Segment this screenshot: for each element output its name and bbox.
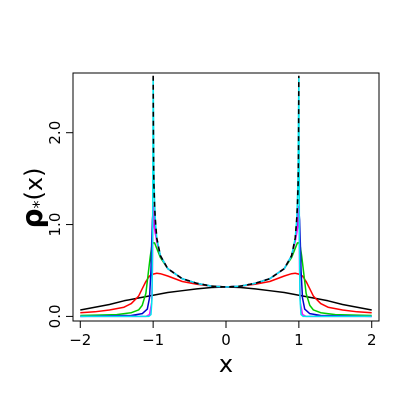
x-tick-label: 0 <box>221 331 231 349</box>
y-axis-label: ρ*(x) <box>16 168 49 229</box>
y-axis-label-subscript: * <box>29 200 48 208</box>
y-axis-label-symbol: ρ <box>16 208 49 228</box>
y-tick-label: 1.0 <box>46 213 64 237</box>
y-axis-label-argument: (x) <box>20 168 48 201</box>
series-line-2 <box>80 242 372 317</box>
x-tick-label: 1 <box>294 331 304 349</box>
x-tick-label: −1 <box>142 331 164 349</box>
series-line-4 <box>80 205 372 318</box>
y-tick-label: 0.0 <box>46 304 64 328</box>
y-axis: 0.0 1.0 2.0 <box>46 121 73 328</box>
x-axis-label: x <box>219 350 233 378</box>
x-tick-label: 2 <box>367 331 377 349</box>
series-line-1 <box>80 272 372 314</box>
series-layer <box>80 75 372 318</box>
series-line-6 <box>152 75 300 288</box>
series-line-5 <box>80 76 372 318</box>
plot-frame <box>72 72 380 322</box>
x-axis: −2 −1 0 1 2 <box>69 321 376 349</box>
x-tick-label: −2 <box>69 331 91 349</box>
y-tick-label: 2.0 <box>46 121 64 145</box>
